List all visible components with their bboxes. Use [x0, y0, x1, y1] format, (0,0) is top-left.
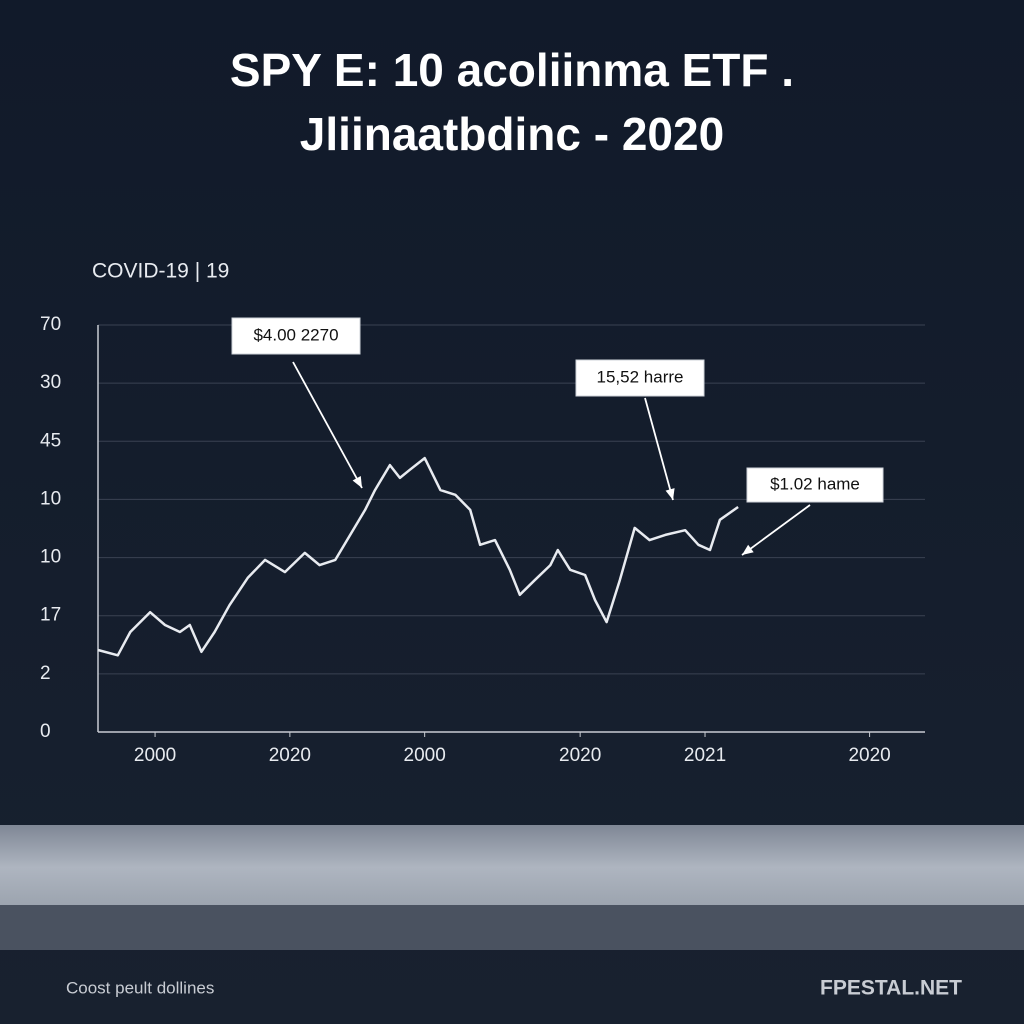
x-tick-label: 2020: [269, 745, 311, 766]
title-line: SPY E: 10 acoliinma ETF .: [230, 44, 794, 96]
x-tick-label: 2020: [848, 745, 890, 766]
subtitle: COVID-19 | 19: [92, 260, 229, 283]
y-tick-label: 10: [40, 488, 61, 509]
x-tick-label: 2000: [134, 745, 176, 766]
annotation-box: [231, 317, 361, 355]
y-tick-label: 70: [40, 314, 61, 335]
annotation-text: 15,52 harre: [597, 367, 684, 386]
brand: FPESTAL.NET: [820, 977, 962, 1000]
shelf: [0, 825, 1024, 910]
y-tick-label: 30: [40, 372, 61, 393]
annotation-arrow: [741, 504, 811, 556]
price-line: [97, 456, 739, 657]
y-tick-label: 2: [40, 663, 51, 684]
arrow-head: [665, 488, 675, 500]
x-tick-label: 2020: [559, 745, 601, 766]
annotation-text: $1.02 hame: [770, 474, 860, 493]
footer: Coost peult dollines: [66, 978, 214, 997]
annotation-arrow: [644, 397, 674, 501]
y-tick-label: 10: [40, 547, 61, 568]
x-tick-label: 2021: [684, 745, 726, 766]
y-tick-label: 17: [40, 605, 61, 626]
shelf-edge: [0, 905, 1024, 950]
annotation-text: $4.00 2270: [253, 325, 338, 344]
annotation-arrow: [292, 361, 363, 489]
y-tick-label: 45: [40, 430, 61, 451]
x-tick-label: 2000: [404, 745, 446, 766]
annotation-box: [746, 467, 884, 503]
annotation-box: [575, 359, 705, 397]
title-line: Jliinaatbdinc - 2020: [300, 108, 724, 160]
arrow-head: [742, 544, 754, 555]
y-tick-label: 0: [40, 721, 51, 742]
arrow-head: [352, 476, 362, 488]
